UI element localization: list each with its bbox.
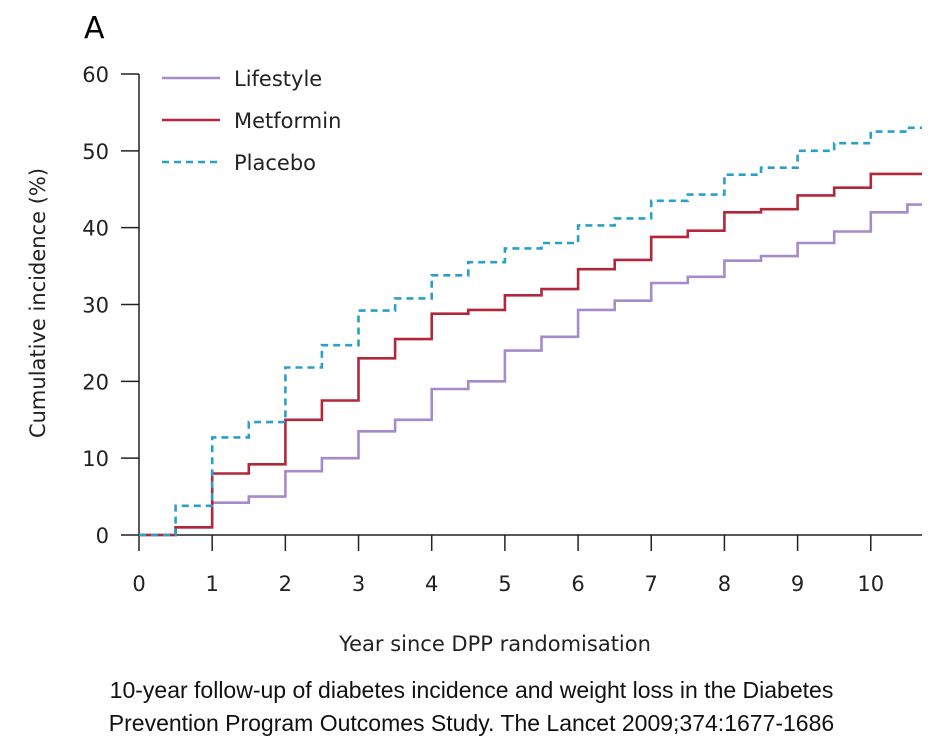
chart-legend: Lifestyle Metformin Placebo bbox=[162, 67, 341, 175]
caption-line-1: 10-year follow-up of diabetes incidence … bbox=[109, 677, 834, 703]
y-tick-label: 30 bbox=[82, 294, 109, 318]
x-tick-label: 2 bbox=[279, 572, 292, 596]
y-tick-label: 20 bbox=[82, 370, 109, 394]
legend-label-metformin: Metformin bbox=[234, 109, 341, 133]
y-tick-label: 10 bbox=[82, 447, 109, 471]
x-tick-label: 10 bbox=[857, 572, 884, 596]
x-tick-label: 4 bbox=[425, 572, 438, 596]
x-tick-label: 5 bbox=[498, 572, 511, 596]
y-tick-label: 0 bbox=[96, 524, 109, 548]
x-tick-label: 6 bbox=[571, 572, 584, 596]
x-tick-label: 9 bbox=[791, 572, 804, 596]
chart-ticks: 0 10 20 30 40 50 60 0 1 2 3 4 5 6 7 8 9 10 bbox=[82, 63, 884, 596]
x-tick-label: 3 bbox=[352, 572, 365, 596]
series-line-metformin bbox=[139, 172, 922, 537]
y-tick-label: 50 bbox=[82, 140, 109, 164]
y-axis-title: Cumulative incidence (%) bbox=[26, 168, 50, 438]
chart-series bbox=[139, 126, 922, 537]
series-line-lifestyle bbox=[139, 203, 922, 537]
legend-label-lifestyle: Lifestyle bbox=[234, 67, 322, 91]
legend-label-placebo: Placebo bbox=[234, 151, 316, 175]
panel-label: A bbox=[84, 11, 105, 46]
x-axis-title: Year since DPP randomisation bbox=[338, 632, 651, 656]
chart-axes bbox=[138, 74, 922, 536]
series-line-placebo bbox=[139, 126, 922, 537]
x-tick-label: 1 bbox=[205, 572, 218, 596]
caption-line-2: Prevention Program Outcomes Study. The L… bbox=[108, 710, 835, 736]
x-tick-label: 0 bbox=[132, 572, 145, 596]
x-tick-label: 8 bbox=[718, 572, 731, 596]
y-tick-label: 40 bbox=[82, 217, 109, 241]
x-tick-label: 7 bbox=[645, 572, 658, 596]
y-tick-label: 60 bbox=[82, 63, 109, 87]
